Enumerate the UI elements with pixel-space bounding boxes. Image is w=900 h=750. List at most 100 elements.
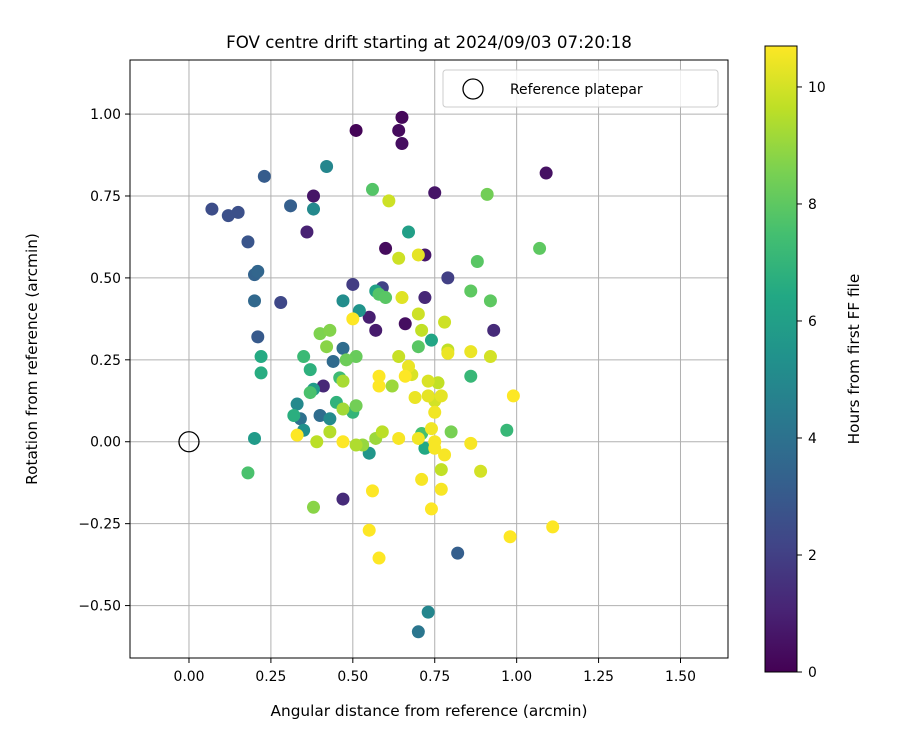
data-point xyxy=(248,294,262,308)
colorbar-tick-label: 10 xyxy=(808,80,826,96)
data-points xyxy=(205,110,560,639)
data-point xyxy=(362,310,376,324)
data-point xyxy=(434,482,448,496)
data-point xyxy=(336,402,350,416)
data-point xyxy=(441,346,455,360)
reference-platepar-marker xyxy=(178,431,200,453)
data-point xyxy=(316,379,330,393)
data-point xyxy=(300,225,314,239)
x-tick-label: 0.75 xyxy=(419,669,450,685)
data-point xyxy=(306,189,320,203)
data-point xyxy=(241,466,255,480)
data-point xyxy=(418,441,432,455)
data-point xyxy=(392,123,406,137)
data-point xyxy=(336,435,350,449)
colorbar: 0 2 4 6 8 10 Hours from first FF file xyxy=(764,45,863,681)
grid xyxy=(130,60,728,658)
data-point xyxy=(395,110,409,124)
data-point xyxy=(372,379,386,393)
data-point xyxy=(487,323,501,337)
data-point xyxy=(402,225,416,239)
data-point xyxy=(320,340,334,354)
data-point xyxy=(382,194,396,208)
data-point xyxy=(444,425,458,439)
data-point xyxy=(438,315,452,329)
data-point xyxy=(398,317,412,331)
data-point xyxy=(336,341,350,355)
data-point xyxy=(428,186,442,200)
data-point xyxy=(320,159,334,173)
colorbar-label: Hours from first FF file xyxy=(845,274,863,445)
data-point xyxy=(418,291,432,305)
data-point xyxy=(231,205,245,219)
x-tick-label: 1.25 xyxy=(583,669,614,685)
data-point xyxy=(251,264,265,278)
data-point xyxy=(408,391,422,405)
data-point xyxy=(464,436,478,450)
colorbar-tick-label: 4 xyxy=(808,431,817,447)
x-tick-label: 1.50 xyxy=(665,669,696,685)
data-point xyxy=(306,500,320,514)
data-point xyxy=(372,369,386,383)
data-point xyxy=(415,472,429,486)
data-point xyxy=(415,323,429,337)
colorbar-gradient xyxy=(764,45,798,673)
x-axis-label: Angular distance from reference (arcmin) xyxy=(271,702,588,720)
y-tick-label: 0.50 xyxy=(90,271,121,287)
colorbar-tick-label: 0 xyxy=(808,665,817,681)
data-point xyxy=(290,428,304,442)
data-point xyxy=(392,251,406,265)
data-point xyxy=(441,271,455,285)
data-point xyxy=(303,363,317,377)
y-tick-label: −0.25 xyxy=(78,517,121,533)
data-point xyxy=(411,248,425,262)
data-point xyxy=(379,241,393,255)
data-point xyxy=(464,369,478,383)
data-point xyxy=(424,422,438,436)
data-point xyxy=(474,464,488,478)
data-point xyxy=(336,492,350,506)
data-point xyxy=(313,409,327,423)
colorbar-tick-label: 2 xyxy=(808,548,817,564)
data-point xyxy=(221,209,235,223)
data-point xyxy=(421,605,435,619)
data-point xyxy=(349,438,363,452)
data-point xyxy=(323,323,337,337)
data-point xyxy=(483,350,497,364)
data-point xyxy=(310,435,324,449)
data-point xyxy=(372,551,386,565)
data-point xyxy=(431,376,445,390)
data-point xyxy=(323,412,337,426)
data-point xyxy=(398,369,412,383)
data-point xyxy=(392,431,406,445)
colorbar-tick-label: 8 xyxy=(808,197,817,213)
data-point xyxy=(257,169,271,183)
data-point xyxy=(365,182,379,196)
chart-title: FOV centre drift starting at 2024/09/03 … xyxy=(226,32,632,52)
data-point xyxy=(274,295,288,309)
data-point xyxy=(533,241,547,255)
data-point xyxy=(254,366,268,380)
x-tick-label: 0.00 xyxy=(174,669,205,685)
legend: Reference platepar xyxy=(442,69,719,108)
data-point xyxy=(411,431,425,445)
data-point xyxy=(323,425,337,439)
data-point xyxy=(411,340,425,354)
data-point xyxy=(539,166,553,180)
data-point xyxy=(346,277,360,291)
y-tick-label: 1.00 xyxy=(90,107,121,123)
y-tick-label: 0.75 xyxy=(90,189,121,205)
colorbar-tick-label: 6 xyxy=(808,314,817,330)
data-point xyxy=(303,386,317,400)
data-point xyxy=(451,546,465,560)
y-tick-label: −0.50 xyxy=(78,599,121,615)
data-point xyxy=(483,294,497,308)
data-point xyxy=(365,484,379,498)
data-point xyxy=(346,312,360,326)
data-point xyxy=(290,397,304,411)
data-point xyxy=(349,350,363,364)
x-tick-label: 0.25 xyxy=(255,669,286,685)
y-axis-ticks: −0.50 −0.25 0.00 0.25 0.50 0.75 1.00 xyxy=(78,107,130,615)
data-point xyxy=(326,354,340,368)
